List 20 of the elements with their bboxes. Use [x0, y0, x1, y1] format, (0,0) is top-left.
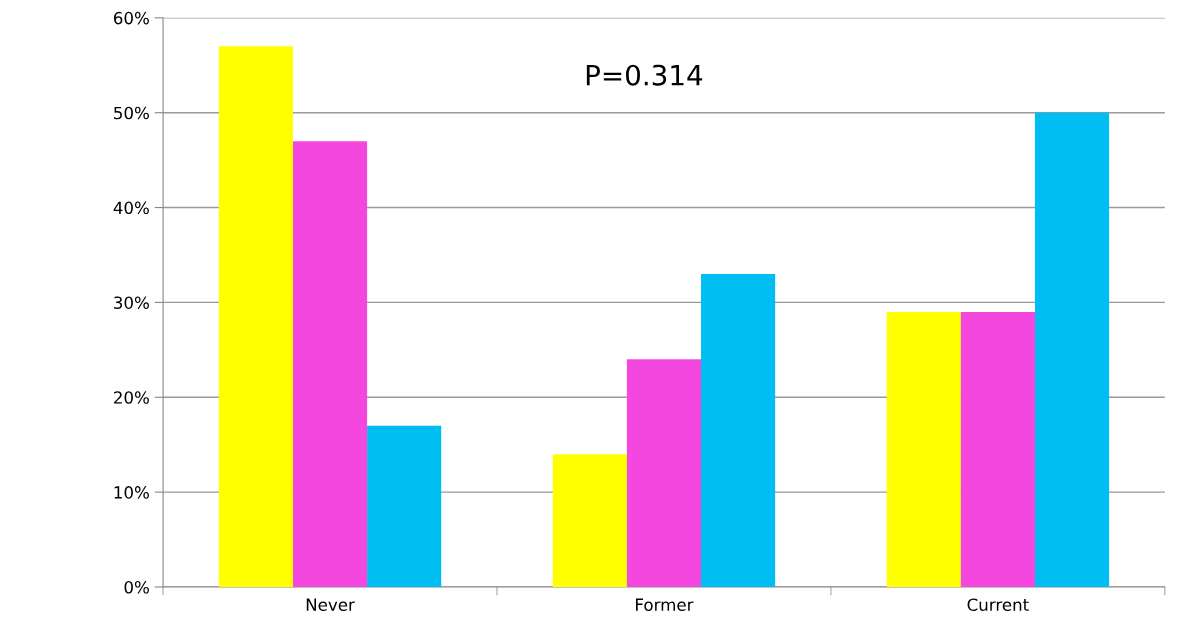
bar: [960, 311, 1035, 587]
bar: [292, 141, 368, 587]
x-tick-label: Current: [967, 598, 1029, 612]
y-tick-label: 40%: [113, 201, 149, 215]
y-tick-label: 20%: [114, 391, 149, 404]
bar: [626, 359, 702, 587]
bar: [218, 46, 293, 587]
bar: [886, 311, 961, 587]
bar: [367, 425, 442, 587]
y-tick-label: 10%: [114, 486, 149, 499]
y-tick-label: 30%: [114, 296, 149, 309]
bar: [701, 273, 776, 587]
annotation: P=0.314: [586, 64, 703, 86]
y-tick-label: 0%: [124, 580, 149, 594]
bar: [1034, 112, 1110, 587]
x-tick-label: Never: [306, 598, 355, 612]
y-tick-label: 60%: [113, 11, 149, 25]
bar: [552, 454, 627, 587]
y-tick-label: 50%: [114, 106, 149, 120]
x-tick-label: Former: [636, 598, 694, 612]
